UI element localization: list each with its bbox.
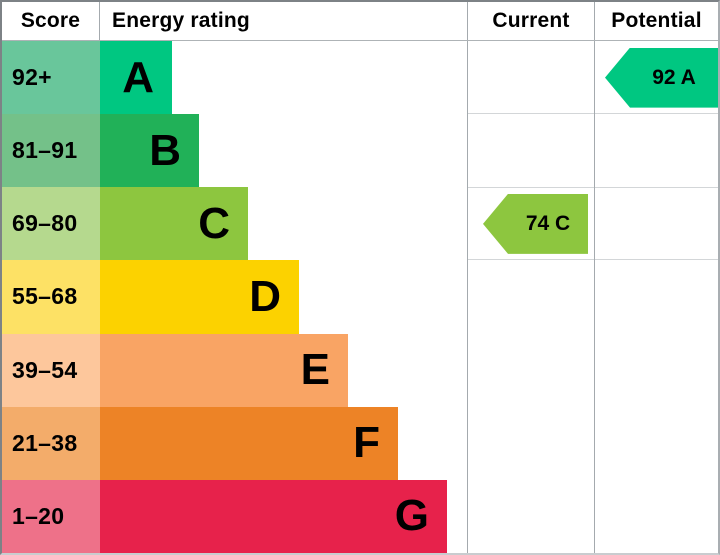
potential-cell bbox=[594, 479, 718, 553]
band-bar: C bbox=[100, 187, 248, 261]
band-row: 55–68 D bbox=[2, 260, 718, 334]
score-range-label: 1–20 bbox=[12, 502, 65, 529]
rating-area: C bbox=[100, 187, 467, 261]
potential-rating-arrow: 92 A bbox=[605, 47, 718, 108]
band-bar: G bbox=[100, 479, 447, 553]
band-bar: F bbox=[100, 406, 398, 480]
band-letter: C bbox=[198, 198, 230, 248]
band-bar: A bbox=[100, 41, 172, 115]
band-row: 81–91 B bbox=[2, 114, 718, 188]
band-bar: B bbox=[100, 114, 199, 188]
band-letter: D bbox=[249, 271, 281, 321]
score-range-label: 21–38 bbox=[12, 429, 78, 456]
score-cell: 39–54 bbox=[2, 333, 100, 407]
score-cell: 69–80 bbox=[2, 187, 100, 261]
rating-area: D bbox=[100, 260, 467, 334]
score-range-label: 69–80 bbox=[12, 210, 78, 237]
potential-column-header: Potential bbox=[594, 2, 718, 40]
band-letter: B bbox=[149, 125, 181, 175]
score-cell: 21–38 bbox=[2, 406, 100, 480]
band-letter: E bbox=[300, 345, 330, 395]
arrow-label: 92 A bbox=[652, 65, 696, 89]
arrow-label: 74 C bbox=[525, 211, 571, 235]
band-letter: F bbox=[353, 418, 380, 468]
rating-area: G bbox=[100, 479, 467, 553]
current-cell bbox=[467, 333, 594, 407]
potential-cell bbox=[594, 114, 718, 188]
band-bar: D bbox=[100, 260, 299, 334]
current-cell bbox=[467, 114, 594, 188]
potential-cell: 92 A bbox=[594, 41, 718, 115]
rating-area: A bbox=[100, 41, 467, 115]
score-range-label: 92+ bbox=[12, 64, 52, 91]
band-bar: E bbox=[100, 333, 348, 407]
score-range-label: 55–68 bbox=[12, 283, 78, 310]
score-cell: 55–68 bbox=[2, 260, 100, 334]
energy-rating-column-header: Energy rating bbox=[112, 9, 250, 32]
band-letter: G bbox=[394, 491, 429, 541]
current-rating-arrow: 74 C bbox=[483, 193, 588, 254]
chart-header-row: Score Energy rating Current Potential bbox=[2, 2, 718, 41]
band-row: 1–20 G bbox=[2, 479, 718, 553]
score-cell: 81–91 bbox=[2, 114, 100, 188]
potential-cell bbox=[594, 187, 718, 261]
rating-area: F bbox=[100, 406, 467, 480]
band-row: 92+ A 92 A bbox=[2, 41, 718, 115]
current-cell: 74 C bbox=[467, 187, 594, 261]
band-row: 21–38 F bbox=[2, 406, 718, 480]
current-cell bbox=[467, 479, 594, 553]
score-range-label: 81–91 bbox=[12, 137, 78, 164]
band-row: 69–80 C 74 C bbox=[2, 187, 718, 261]
current-cell bbox=[467, 41, 594, 115]
rating-area: E bbox=[100, 333, 467, 407]
chart-body: 92+ A 92 A 81–91 B bbox=[2, 41, 718, 553]
current-column-header: Current bbox=[467, 2, 594, 40]
score-cell: 92+ bbox=[2, 41, 100, 115]
score-column-header: Score bbox=[2, 2, 100, 40]
potential-cell bbox=[594, 406, 718, 480]
score-range-label: 39–54 bbox=[12, 356, 78, 383]
current-cell bbox=[467, 406, 594, 480]
current-cell bbox=[467, 260, 594, 334]
potential-cell bbox=[594, 260, 718, 334]
band-row: 39–54 E bbox=[2, 333, 718, 407]
band-letter: A bbox=[122, 52, 154, 102]
potential-cell bbox=[594, 333, 718, 407]
rating-area: B bbox=[100, 114, 467, 188]
score-cell: 1–20 bbox=[2, 479, 100, 553]
